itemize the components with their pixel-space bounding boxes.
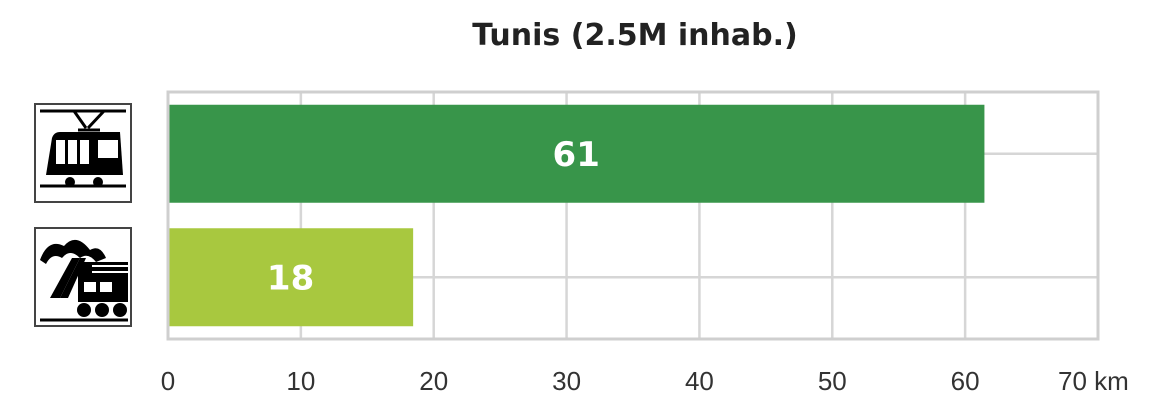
bar-2 <box>168 228 414 327</box>
x-tick-label: 60 <box>951 366 980 396</box>
train-icon <box>34 227 132 327</box>
bar-value-label: 18 <box>267 258 314 298</box>
x-tick-label: 70 km <box>1058 366 1129 396</box>
x-tick-label: 10 <box>286 366 315 396</box>
x-tick-label: 0 <box>161 366 175 396</box>
chart-title: Tunis (2.5M inhab.) <box>472 18 798 53</box>
x-axis-ticks: 0 10 20 30 40 50 60 70 km <box>161 366 1129 396</box>
x-tick-label: 30 <box>552 366 581 396</box>
x-tick-label: 50 <box>818 366 847 396</box>
bar-1 <box>168 104 985 203</box>
tram-icon <box>34 103 132 203</box>
x-tick-label: 20 <box>419 366 448 396</box>
bar-value-label: 61 <box>553 135 600 175</box>
bars: 61 18 <box>168 104 985 327</box>
x-tick-label: 40 <box>685 366 714 396</box>
plot-frame <box>166 90 1100 341</box>
